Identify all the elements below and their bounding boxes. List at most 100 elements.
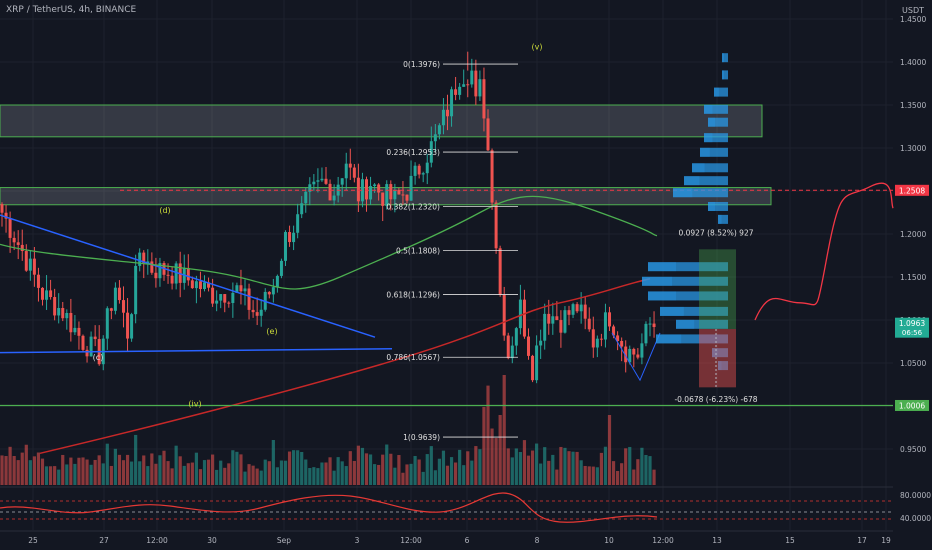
volume-bar [65,464,69,485]
volume-bar [425,454,429,485]
candle-body [134,265,138,315]
candle-body [49,290,53,298]
candle-body [608,312,611,327]
candle-body [567,310,571,315]
candle-body [113,287,117,311]
volume-bar [267,461,271,485]
candle-body [41,287,44,300]
candle-body [203,282,206,289]
volume-bar [437,458,441,485]
candle-body [57,307,61,316]
loss-zone [699,329,736,388]
candle-body [531,355,535,381]
time-tick-label: Sep [277,536,291,545]
volume-bar [433,470,437,485]
volume-bar [24,444,28,485]
candle-body [587,318,591,330]
last-price-countdown: 06:56 [902,329,923,337]
volume-profile-bar [704,104,728,114]
price-tick-label: 0.9500 [900,445,926,454]
last-price-badge-bg [895,317,929,338]
candle-body [535,345,539,381]
volume-bar [506,448,510,485]
volume-bar [69,457,73,485]
volume-bar [454,462,458,485]
candle-body [437,125,441,135]
volume-bar [462,465,466,485]
volume-bar [121,460,126,485]
volume-bar [397,455,401,485]
volume-bar [405,464,409,485]
volume-bar [158,455,162,485]
volume-bar [312,467,316,485]
volume-bar [178,456,182,485]
candle-body [385,184,389,206]
candle-body [543,313,547,341]
candle-body [154,272,158,279]
candle-body [16,242,20,245]
candle-body [636,354,640,358]
candle-body [122,300,125,313]
candle-body [85,349,89,357]
volume-bars [0,375,656,485]
profit-zone [699,249,736,330]
candle-body [332,195,336,201]
candle-body [360,179,364,202]
candle-body [539,340,543,346]
candle-body [583,304,587,319]
candle-body [308,184,312,192]
candle-body [89,336,93,357]
volume-bar [308,468,312,485]
candle-body [324,178,328,184]
volume-bar [324,462,328,485]
volume-bar [174,445,178,485]
candle-body [247,288,251,310]
candle-body [8,218,12,238]
candle-body [36,274,40,288]
candle-body [522,299,526,337]
candle-body [498,248,502,295]
volume-bar [0,455,4,485]
candle-body [486,118,490,151]
volume-bar [364,453,369,485]
candle-body [198,281,202,289]
oscillator-line [0,492,658,523]
volume-bar [385,444,389,485]
candle-body [603,312,607,340]
volume-bar [555,469,559,485]
red-moving-average [39,277,651,455]
candle-body [312,181,316,185]
candle-body [344,163,348,179]
volume-bar [486,385,490,485]
candle-body [300,203,304,215]
descending-trendline [0,214,376,338]
volume-bar [12,455,16,485]
volume-bar [559,446,563,485]
volume-bar [150,453,154,485]
candle-body [482,79,486,119]
volume-bar [194,452,198,485]
candle-body [138,252,142,266]
volume-bar [458,449,462,485]
volume-bar [352,460,356,485]
candle-body [579,304,583,312]
volume-bar [263,459,267,485]
candle-body [69,312,73,333]
volume-bar [530,450,535,485]
volume-bar [259,470,263,485]
wave-label: (d) [159,206,170,215]
volume-bar [271,440,275,485]
volume-bar [336,457,340,485]
volume-bar [275,467,279,485]
candle-body [652,323,656,328]
candle-body [494,202,498,249]
time-tick-label: 27 [99,536,109,545]
volume-profile-bar [656,334,728,344]
volume-bar [575,451,579,485]
volume-bar [109,465,113,485]
candle-body [563,310,567,333]
volume-bar [105,443,109,485]
time-tick-label: 15 [785,536,795,545]
candle-body [117,287,121,301]
